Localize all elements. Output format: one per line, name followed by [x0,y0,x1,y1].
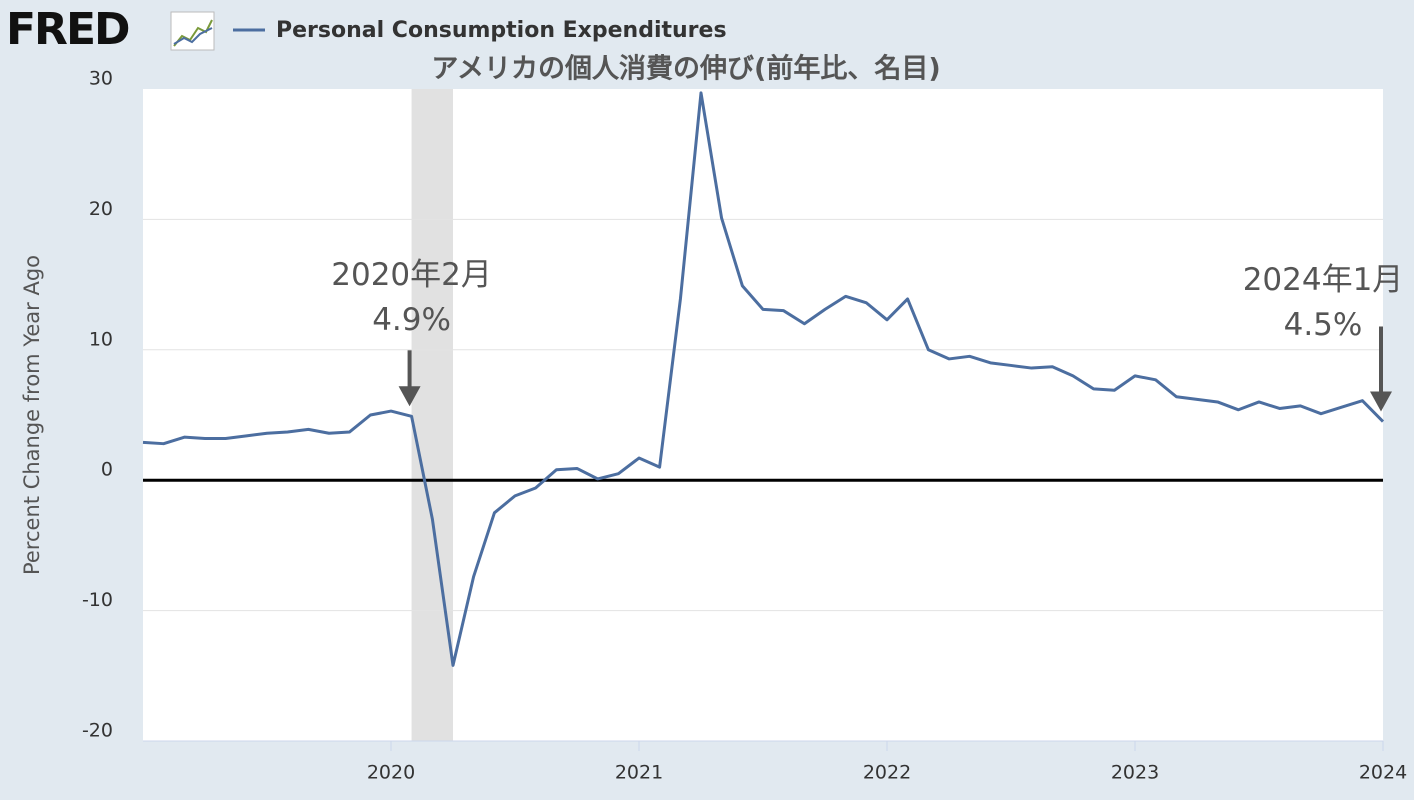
x-tick-label: 2022 [863,762,911,784]
annotation-value: 4.9% [372,302,451,338]
x-tick-label: 2024 [1359,762,1407,784]
plot-area [143,89,1383,741]
chart-title: アメリカの個人消費の伸び(前年比、名目) [431,53,940,85]
y-tick-label: 0 [101,459,113,481]
annotation-text: 2024年1月 [1243,262,1404,298]
annotation-text: 2020年2月 [331,257,492,293]
y-tick-label: -20 [82,720,113,742]
logo-icon [170,11,215,51]
y-tick-label: 30 [89,68,113,90]
series-line [142,91,1385,667]
x-tick-label: 2023 [1111,762,1159,784]
y-tick-label: 10 [89,328,113,350]
annotation-arrowhead [1370,391,1392,412]
logo: FRED [6,4,129,55]
y-axis-label: Percent Change from Year Ago [20,255,44,575]
annotation-arrowhead [398,386,421,407]
recession-band [411,89,453,741]
x-tick-label: 2020 [367,762,415,784]
x-tick-label: 2021 [615,762,663,784]
y-tick-label: 20 [89,198,113,220]
annotation-value: 4.5% [1284,307,1363,343]
legend-label: Personal Consumption Expenditures [276,18,727,43]
y-tick-label: -10 [82,589,113,611]
